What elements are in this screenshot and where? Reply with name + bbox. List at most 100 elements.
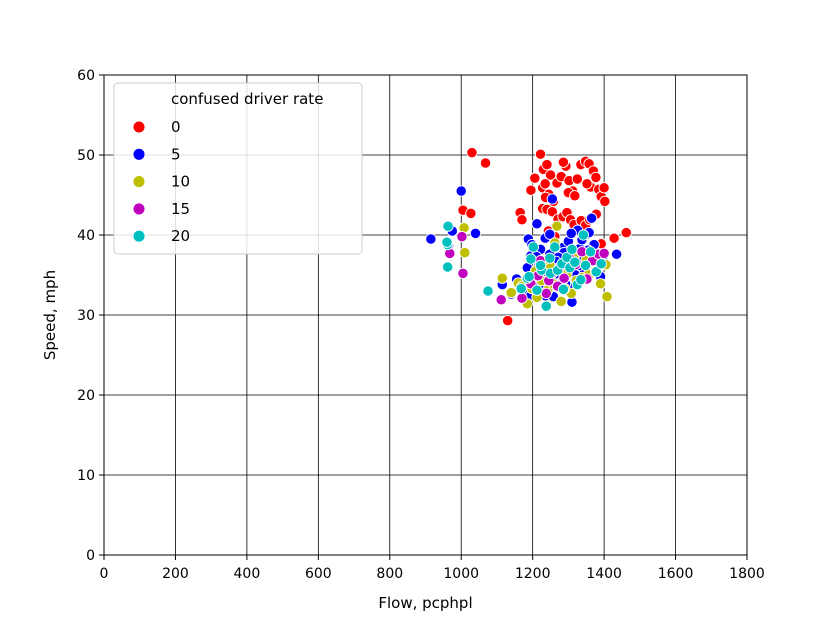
- data-point: [557, 156, 570, 168]
- legend: confused driver rate 0 5 10 15 20: [113, 82, 363, 255]
- data-point: [529, 172, 541, 184]
- data-point: [531, 218, 543, 230]
- data-point: [601, 290, 613, 303]
- y-tick-label: 0: [86, 548, 95, 564]
- data-point: [595, 258, 607, 270]
- data-point: [565, 227, 577, 240]
- data-point: [525, 253, 537, 265]
- data-point: [571, 173, 583, 185]
- legend-marker: [132, 120, 146, 134]
- legend-marker: [132, 229, 146, 243]
- data-point: [546, 193, 558, 205]
- data-point: [579, 259, 592, 272]
- x-tick-label: 1400: [586, 566, 622, 582]
- legend-box: [113, 82, 363, 255]
- data-point: [516, 214, 528, 226]
- data-point: [496, 272, 508, 284]
- data-point: [555, 295, 567, 308]
- data-point: [516, 292, 528, 304]
- data-point: [594, 278, 607, 290]
- data-point: [527, 241, 540, 253]
- data-point: [479, 157, 492, 169]
- data-point: [515, 282, 527, 295]
- x-tick-label: 600: [305, 566, 332, 582]
- data-point: [523, 270, 535, 283]
- x-tick-label: 1600: [658, 566, 694, 582]
- data-point: [540, 287, 552, 300]
- data-point: [577, 229, 590, 241]
- data-point: [534, 259, 547, 272]
- x-tick-label: 200: [162, 566, 189, 582]
- data-point: [610, 248, 623, 260]
- data-point: [599, 195, 611, 208]
- y-tick-label: 20: [77, 388, 95, 404]
- legend-marker: [132, 202, 146, 216]
- data-point: [534, 148, 547, 160]
- data-point: [620, 226, 632, 239]
- legend-title: confused driver rate: [171, 90, 323, 108]
- y-tick-label: 40: [77, 228, 95, 244]
- x-tick-label: 1800: [729, 566, 765, 582]
- y-tick-label: 10: [77, 468, 95, 484]
- axis-ticks: 0 200 400 600 800 1000 1200 1400 1600 18000102030…: [77, 68, 765, 582]
- data-point: [569, 190, 581, 202]
- data-point: [502, 314, 514, 327]
- data-point: [505, 286, 517, 299]
- y-tick-label: 50: [77, 148, 95, 164]
- data-point: [456, 230, 468, 243]
- data-point: [557, 283, 570, 296]
- data-point: [539, 178, 551, 190]
- legend-label: 20: [171, 227, 190, 245]
- data-point: [442, 220, 454, 232]
- data-point: [457, 267, 469, 280]
- data-point: [598, 247, 610, 260]
- data-point: [441, 236, 453, 248]
- data-point: [525, 184, 537, 196]
- x-tick-label: 0: [100, 566, 109, 582]
- data-point: [541, 158, 553, 171]
- data-points: [425, 146, 632, 327]
- data-point: [551, 220, 563, 232]
- legend-entries: 0 5 10 15 20: [132, 118, 190, 245]
- data-point: [590, 266, 602, 278]
- data-point: [455, 185, 467, 197]
- data-point: [549, 241, 561, 253]
- legend-label: 5: [171, 145, 181, 163]
- data-point: [581, 178, 593, 190]
- legend-label: 0: [171, 118, 181, 136]
- data-point: [544, 252, 556, 264]
- data-point: [469, 227, 482, 240]
- y-tick-label: 60: [77, 68, 95, 84]
- data-point: [465, 207, 477, 220]
- data-point: [540, 300, 552, 312]
- data-point: [598, 182, 610, 194]
- data-point: [544, 169, 557, 181]
- x-axis-label: Flow, pcphpl: [378, 594, 472, 612]
- x-tick-label: 1200: [515, 566, 551, 582]
- data-point: [566, 243, 578, 256]
- data-point: [584, 246, 597, 258]
- x-tick-label: 800: [376, 566, 403, 582]
- data-point: [558, 272, 570, 284]
- data-point: [575, 274, 587, 286]
- legend-label: 15: [171, 200, 190, 218]
- series-20: [441, 220, 607, 312]
- data-point: [569, 256, 581, 268]
- legend-label: 10: [171, 173, 190, 191]
- legend-marker: [132, 147, 146, 161]
- data-point: [466, 146, 478, 159]
- data-point: [495, 294, 507, 306]
- x-tick-label: 400: [234, 566, 261, 582]
- data-point: [608, 232, 620, 244]
- data-point: [425, 233, 437, 245]
- data-point: [482, 285, 494, 297]
- data-point: [590, 171, 602, 184]
- data-point: [459, 246, 471, 259]
- y-axis-label: Speed, mph: [41, 270, 59, 360]
- data-point: [544, 228, 556, 240]
- y-tick-label: 30: [77, 308, 95, 324]
- x-tick-label: 1000: [443, 566, 479, 582]
- legend-marker: [132, 175, 146, 189]
- data-point: [441, 261, 454, 273]
